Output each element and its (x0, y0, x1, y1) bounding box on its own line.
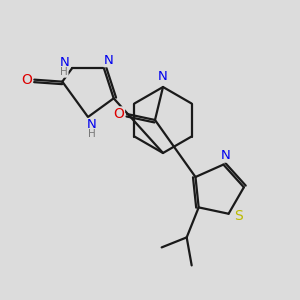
Text: O: O (114, 107, 124, 121)
Text: N: N (104, 54, 114, 67)
Text: N: N (158, 70, 168, 83)
Text: N: N (87, 118, 97, 131)
Text: O: O (21, 73, 32, 87)
Text: S: S (234, 209, 243, 223)
Text: H: H (60, 67, 68, 77)
Text: N: N (220, 149, 230, 162)
Text: N: N (59, 56, 69, 69)
Text: H: H (88, 129, 96, 139)
